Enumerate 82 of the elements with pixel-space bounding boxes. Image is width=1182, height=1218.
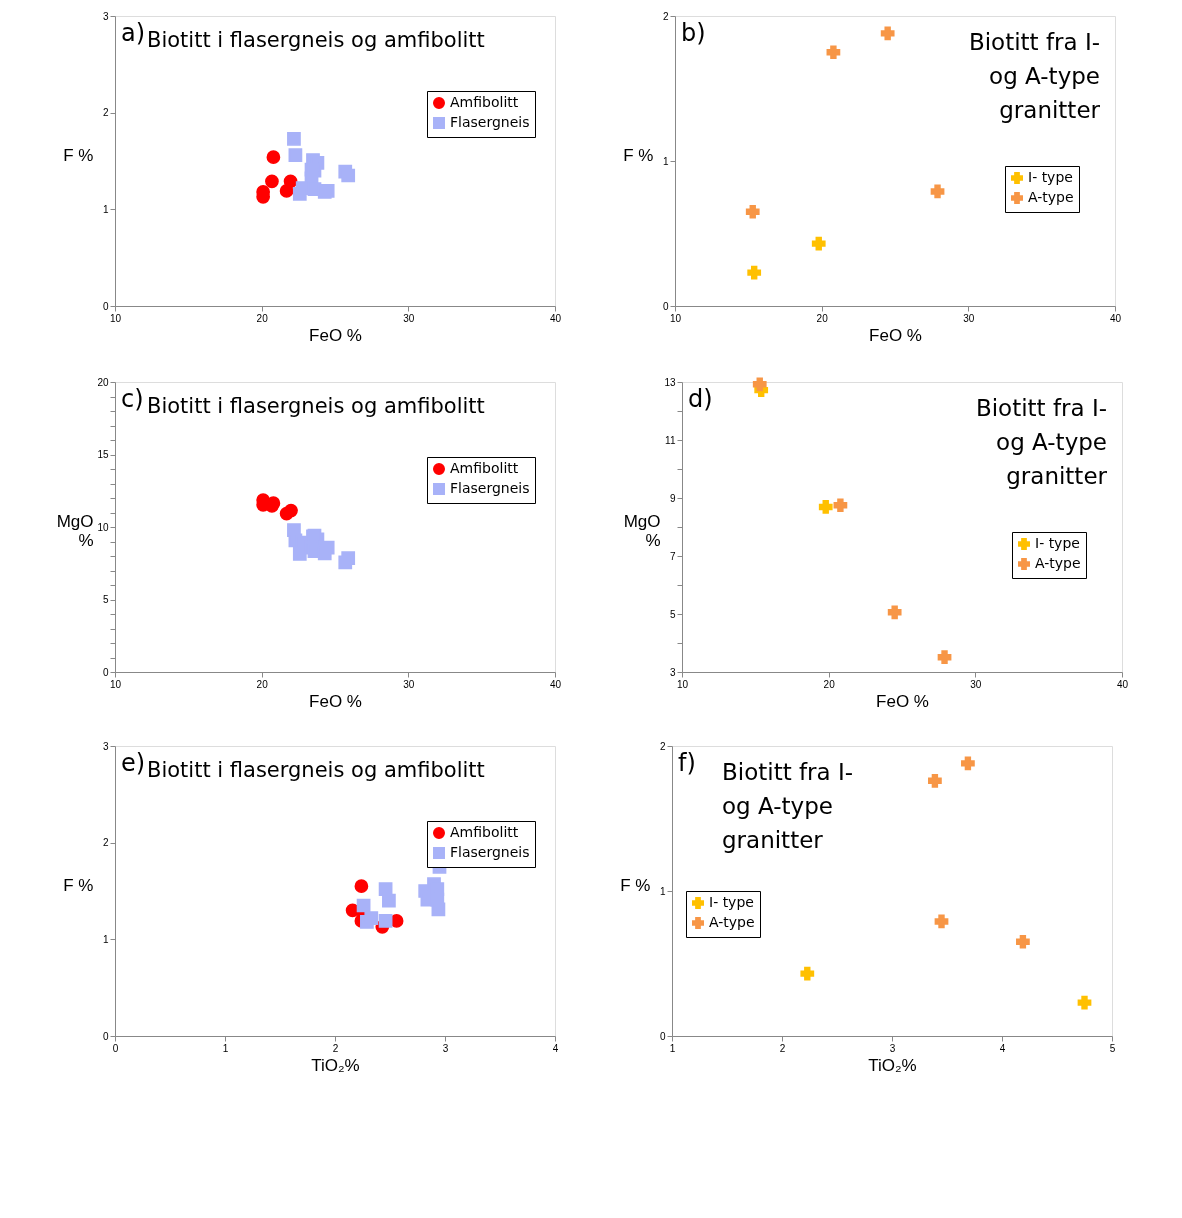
x-tick-label: 20: [823, 678, 836, 690]
y-tick-label: 1: [659, 885, 666, 897]
y-axis-title: F %: [63, 875, 94, 895]
annotation: f): [678, 749, 696, 777]
y-tick-label: 1: [102, 203, 109, 215]
y-tick-label: 20: [97, 376, 109, 388]
y-tick-label: 3: [102, 10, 109, 22]
x-tick-label: 20: [256, 678, 269, 690]
x-tick-label: 40: [1109, 312, 1122, 324]
x-tick-label: 20: [256, 312, 269, 324]
annotation: e): [121, 749, 146, 777]
y-tick-label: 0: [102, 1030, 109, 1042]
annotation: a): [121, 19, 146, 47]
y-tick-label: 0: [662, 300, 669, 312]
y-tick-label: 5: [102, 594, 109, 605]
legend-label: A-type: [1035, 555, 1081, 571]
x-tick-label: 40: [1116, 678, 1129, 690]
y-axis-title: MgO %: [56, 511, 94, 550]
x-tick-label: 30: [963, 312, 975, 324]
x-tick-label: 2: [779, 1042, 786, 1054]
y-axis-title: F %: [623, 145, 654, 165]
x-tick-label: 3: [889, 1042, 896, 1054]
legend-label: Flasergneis: [450, 114, 530, 130]
legend-label: Amfibolitt: [450, 94, 519, 110]
y-tick-label: 2: [662, 10, 669, 22]
y-tick-label: 7: [669, 550, 676, 562]
x-tick-label: 40: [549, 678, 562, 690]
y-tick-label: 2: [102, 107, 109, 119]
x-tick-label: 4: [999, 1042, 1006, 1054]
x-tick-label: 1: [222, 1042, 229, 1054]
y-tick-label: 2: [659, 740, 666, 752]
y-axis-title: F %: [63, 145, 94, 165]
legend-label: Flasergneis: [450, 844, 530, 860]
legend-label: I- type: [709, 894, 754, 910]
y-tick-label: 3: [102, 740, 109, 752]
text: Biotitt fra I- og A-type granitter: [968, 29, 1101, 123]
y-tick-label: 0: [102, 300, 109, 312]
legend-label: Amfibolitt: [450, 824, 519, 840]
y-tick-label: 2: [102, 837, 109, 849]
x-tick-label: 40: [549, 312, 562, 324]
text: Biotitt fra I- og A-type granitter: [975, 395, 1108, 489]
x-tick-label: 20: [816, 312, 829, 324]
y-tick-label: 0: [659, 1030, 666, 1042]
x-axis-title: TiO₂%: [311, 1055, 360, 1075]
text: Biotitt fra I- og A-type granitter: [722, 759, 854, 853]
legend-label: A-type: [1028, 189, 1074, 205]
y-tick-label: 1: [102, 933, 109, 945]
x-tick-label: 3: [442, 1042, 449, 1054]
y-tick-label: 1: [662, 155, 669, 167]
y-tick-label: 0: [102, 666, 109, 678]
legend-label: Flasergneis: [450, 480, 530, 496]
legend-label: I- type: [1035, 535, 1080, 551]
annotation: b): [681, 19, 706, 47]
x-tick-label: 4: [552, 1042, 559, 1054]
x-tick-label: 30: [403, 312, 415, 324]
x-axis-title: TiO₂%: [868, 1055, 917, 1075]
y-axis-title: MgO %: [623, 511, 661, 550]
x-tick-label: 5: [1109, 1042, 1116, 1054]
x-axis-title: FeO %: [876, 691, 929, 711]
x-tick-label: 30: [970, 678, 982, 690]
legend-label: I- type: [1028, 169, 1073, 185]
y-axis-title: F %: [620, 875, 651, 895]
y-tick-label: 11: [665, 434, 676, 446]
x-tick-label: 0: [112, 1042, 119, 1054]
y-tick-label: 15: [97, 449, 109, 460]
x-tick-label: 30: [403, 678, 415, 690]
y-tick-label: 9: [669, 492, 676, 504]
legend-label: Amfibolitt: [450, 460, 519, 476]
text: Biotitt i flasergneis og amfibolitt: [147, 394, 485, 418]
text: Biotitt i flasergneis og amfibolitt: [147, 758, 485, 782]
annotation: d): [688, 385, 713, 413]
x-axis-title: FeO %: [309, 691, 362, 711]
annotation: c): [121, 385, 144, 413]
y-tick-label: 10: [97, 521, 109, 533]
y-tick-label: 3: [669, 666, 676, 678]
x-axis-title: FeO %: [869, 325, 922, 345]
y-tick-label: 5: [669, 608, 676, 620]
x-tick-label: 2: [332, 1042, 339, 1054]
text: Biotitt i flasergneis og amfibolitt: [147, 28, 485, 52]
x-axis-title: FeO %: [309, 325, 362, 345]
y-tick-label: 13: [664, 376, 676, 388]
legend-label: A-type: [709, 914, 755, 930]
